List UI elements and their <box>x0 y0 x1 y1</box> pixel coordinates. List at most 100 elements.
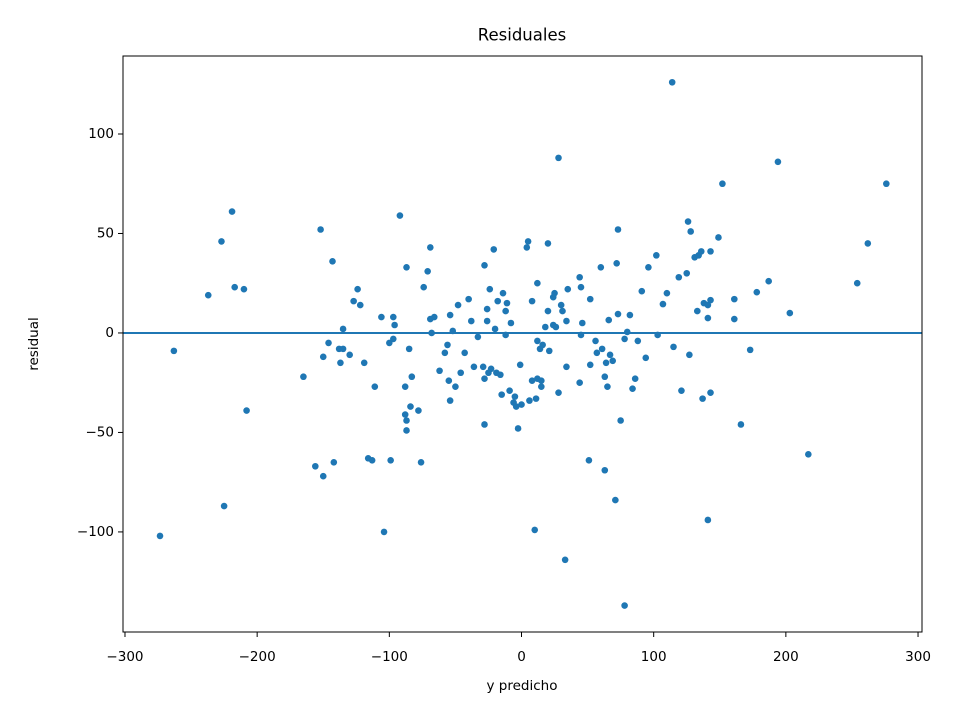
x-tick-label: 300 <box>905 649 931 665</box>
point <box>675 273 683 281</box>
point <box>424 267 431 275</box>
point <box>531 526 539 534</box>
point <box>606 351 614 359</box>
point <box>218 238 225 245</box>
point <box>805 451 812 458</box>
point <box>514 425 522 432</box>
point <box>621 602 628 609</box>
point <box>465 295 472 303</box>
point <box>629 385 636 392</box>
point <box>481 375 488 383</box>
point <box>707 389 714 396</box>
point <box>699 395 706 402</box>
point <box>498 391 505 398</box>
point <box>746 346 754 354</box>
point <box>585 456 593 464</box>
point <box>457 369 465 377</box>
point <box>427 244 434 251</box>
point <box>330 458 338 466</box>
point <box>542 323 549 331</box>
point <box>694 307 701 315</box>
point <box>446 397 454 404</box>
point <box>683 269 691 277</box>
point <box>319 472 327 480</box>
point <box>491 325 499 333</box>
point <box>479 363 487 371</box>
x-tick-label: −100 <box>371 649 408 665</box>
point <box>523 244 531 251</box>
point <box>555 154 562 162</box>
point <box>499 289 507 297</box>
point <box>684 218 692 225</box>
point <box>670 343 677 351</box>
point <box>668 78 676 86</box>
point <box>228 208 236 215</box>
point <box>380 528 388 536</box>
point <box>704 314 712 322</box>
point <box>564 285 572 293</box>
point <box>325 339 332 347</box>
point <box>415 407 422 414</box>
point <box>577 283 585 291</box>
point <box>864 240 872 247</box>
x-tick-label: 100 <box>641 649 667 665</box>
point <box>300 373 307 381</box>
point <box>853 279 861 287</box>
point <box>561 556 569 564</box>
point <box>408 373 416 381</box>
y-tick-label: 0 <box>105 325 114 341</box>
point <box>371 383 379 390</box>
point <box>678 387 685 394</box>
point <box>387 456 394 464</box>
point <box>487 365 495 373</box>
point <box>544 307 552 315</box>
y-tick-label: 50 <box>97 225 114 241</box>
point <box>586 361 594 369</box>
point <box>605 316 613 324</box>
point <box>220 502 228 510</box>
point <box>507 319 515 327</box>
point <box>490 246 498 253</box>
point <box>686 351 693 359</box>
point <box>339 345 347 353</box>
point <box>551 289 558 297</box>
point <box>563 363 570 371</box>
point <box>497 371 504 379</box>
point <box>360 359 368 367</box>
point <box>697 248 705 255</box>
point <box>704 301 712 309</box>
point <box>601 373 609 381</box>
point <box>441 349 449 357</box>
point <box>626 311 634 319</box>
point <box>524 238 532 245</box>
point <box>420 283 427 291</box>
point <box>454 301 462 309</box>
point <box>518 401 525 408</box>
point <box>559 307 566 315</box>
point <box>312 462 319 470</box>
point <box>445 377 453 385</box>
point <box>350 297 357 305</box>
point <box>405 345 413 353</box>
x-tick-label: −300 <box>106 649 143 665</box>
point <box>557 301 565 309</box>
point <box>516 361 524 369</box>
point <box>774 158 782 166</box>
point <box>545 347 553 355</box>
point <box>707 248 714 255</box>
point <box>731 295 738 303</box>
point <box>528 297 536 305</box>
point <box>337 359 344 367</box>
point <box>597 263 605 271</box>
point <box>634 337 642 345</box>
point <box>354 285 361 293</box>
point <box>436 367 443 375</box>
point <box>539 341 546 349</box>
point <box>502 307 509 315</box>
point <box>555 389 562 396</box>
point <box>592 337 599 345</box>
point <box>319 353 327 361</box>
point <box>593 349 601 357</box>
point <box>446 311 454 319</box>
point <box>452 383 459 390</box>
